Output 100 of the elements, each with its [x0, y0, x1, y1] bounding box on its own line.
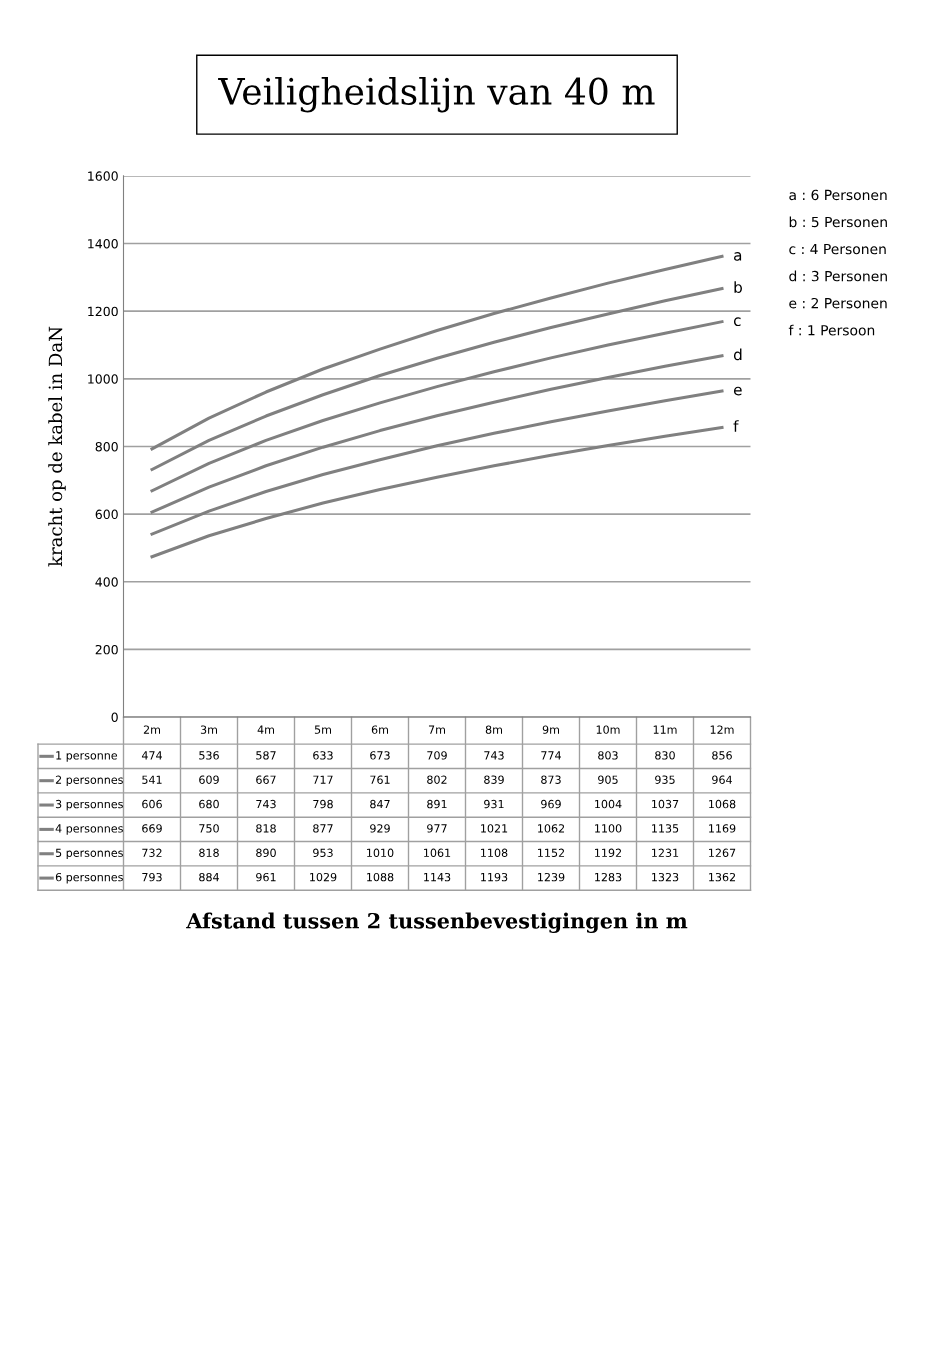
data-label: 798	[313, 799, 333, 809]
data-label: 1100	[595, 824, 622, 833]
data-label: 774	[541, 751, 561, 760]
data-label: 964	[712, 775, 732, 784]
data-label: 1239	[538, 872, 565, 882]
data-label: 680	[199, 799, 219, 809]
data-label: 1152	[538, 848, 565, 857]
data-label: 750	[199, 824, 219, 833]
data-label: 717	[313, 775, 333, 784]
chart-title: Veiligheidslijn van 40 m	[218, 76, 655, 113]
data-label: 931	[484, 799, 504, 809]
y-tick-label: 800	[95, 441, 118, 452]
legend-label: 6 personnes	[55, 872, 123, 884]
data-label: 1169	[709, 824, 736, 833]
data-label: 609	[199, 775, 219, 784]
data-label: 1231	[652, 848, 679, 857]
data-label: 929	[370, 824, 390, 833]
data-label: 1193	[481, 872, 508, 882]
data-label: 1004	[595, 799, 622, 809]
x-tick-label: 9m	[542, 725, 559, 734]
data-label: 830	[655, 751, 675, 760]
data-label: 961	[256, 872, 276, 882]
data-label: 969	[541, 799, 561, 809]
annotation: f	[733, 420, 739, 432]
data-label: 1061	[424, 848, 451, 857]
line-series	[150, 389, 724, 536]
data-label: 1135	[652, 824, 679, 833]
data-label: 1192	[595, 848, 622, 857]
text: d : 3 Personen	[789, 270, 887, 282]
legend-label: 5 personnes	[55, 848, 123, 860]
data-label: 1108	[481, 848, 508, 857]
x-tick-label: 7m	[428, 725, 445, 734]
data-label: 474	[141, 751, 162, 760]
x-tick-label: 10m	[596, 725, 620, 734]
data-label: 1088	[367, 872, 394, 882]
data-label: 884	[199, 872, 219, 882]
data-label: 1062	[538, 824, 565, 833]
data-label: 743	[484, 751, 504, 760]
data-label: 890	[256, 848, 276, 857]
data-label: 953	[313, 848, 333, 857]
text: c : 4 Personen	[789, 243, 886, 255]
line-series	[150, 320, 724, 493]
line-series	[150, 287, 724, 472]
x-tick-label: 6m	[371, 725, 388, 734]
data-label: 793	[142, 872, 162, 882]
data-label: 935	[655, 775, 675, 784]
y-tick-label: 1200	[88, 306, 118, 317]
data-label: 669	[142, 824, 162, 833]
y-tick-label: 200	[95, 644, 118, 655]
data-label: 1037	[652, 799, 679, 809]
line-series	[150, 254, 724, 451]
data-label: 587	[256, 751, 276, 760]
x-tick-label: 11m	[653, 725, 677, 734]
data-label: 709	[427, 751, 447, 760]
legend-label: 1 personne	[56, 751, 118, 762]
text: b : 5 Personen	[789, 216, 887, 228]
annotation: b	[734, 281, 742, 293]
data-label: 1283	[595, 872, 622, 882]
data-label: 1010	[367, 848, 394, 857]
annotation: d	[733, 348, 742, 361]
data-label: 673	[370, 751, 390, 760]
annotation: c	[733, 317, 741, 327]
data-label: 1021	[481, 824, 508, 833]
y-tick-label: 400	[95, 577, 118, 587]
data-label: 536	[199, 751, 219, 760]
data-label: 541	[142, 775, 162, 784]
data-label: 1267	[709, 848, 736, 857]
text: a : 6 Personen	[789, 189, 887, 201]
data-label: 839	[484, 775, 504, 784]
data-label: 856	[712, 751, 732, 760]
data-label: 1029	[310, 872, 337, 882]
y-tick-label: 1000	[88, 374, 118, 384]
data-label: 877	[313, 824, 333, 833]
data-label: 1323	[652, 872, 679, 882]
data-label: 1068	[709, 799, 736, 809]
data-label: 847	[370, 799, 390, 809]
text: f : 1 Persoon	[788, 324, 875, 336]
data-label: 873	[541, 775, 561, 784]
y-tick-label: 600	[95, 509, 118, 520]
data-label: 818	[256, 824, 276, 833]
data-label: 803	[598, 751, 618, 760]
data-label: 743	[256, 799, 276, 809]
x-tick-label: 5m	[314, 725, 331, 734]
line-series	[150, 426, 724, 559]
y-tick-label: 1400	[88, 239, 118, 249]
legend-label: 3 personnes	[55, 799, 123, 811]
data-label: 633	[313, 751, 333, 760]
text: e : 2 Personen	[789, 297, 887, 309]
data-label: 891	[427, 799, 447, 809]
data-label: 802	[427, 775, 447, 784]
data-label: 1362	[709, 872, 736, 882]
y-axis-title: kracht op de kabel in DaN	[48, 326, 66, 567]
x-tick-label: 12m	[710, 725, 734, 734]
y-tick-label: 1600	[88, 171, 118, 181]
data-label: 1143	[424, 872, 451, 882]
data-label: 732	[142, 848, 162, 857]
y-tick-label: 0	[111, 712, 118, 723]
x-tick-label: 2m	[143, 725, 160, 734]
x-tick-label: 3m	[200, 725, 217, 734]
data-label: 905	[598, 775, 618, 784]
